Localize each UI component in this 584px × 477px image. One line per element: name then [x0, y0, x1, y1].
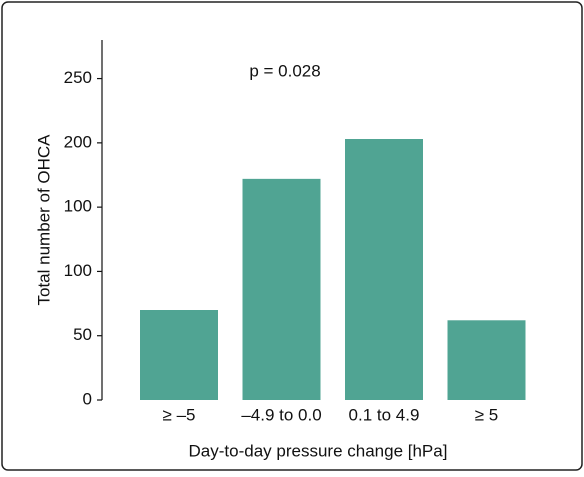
x-tick-label: ≥ 5: [475, 405, 499, 424]
annotation: p = 0.028: [249, 61, 320, 80]
y-axis-label: Total number of OHCA: [34, 134, 53, 306]
bar: [140, 310, 218, 400]
y-tick-label: 250: [64, 68, 92, 87]
x-tick-label: –4.9 to 0.0: [241, 405, 321, 424]
y-tick-label: 100: [64, 261, 92, 280]
y-tick-label: 0: [83, 389, 92, 408]
bar: [447, 320, 526, 400]
y-tick-label: 200: [64, 132, 92, 151]
bar: [242, 178, 321, 400]
bar: [345, 139, 423, 400]
x-axis-label: Day-to-day pressure change [hPa]: [189, 441, 448, 460]
x-tick-label: ≥ –5: [163, 405, 196, 424]
y-tick-label: 50: [73, 325, 92, 344]
y-tick-label: 100: [64, 197, 92, 216]
x-tick-label: 0.1 to 4.9: [349, 405, 420, 424]
